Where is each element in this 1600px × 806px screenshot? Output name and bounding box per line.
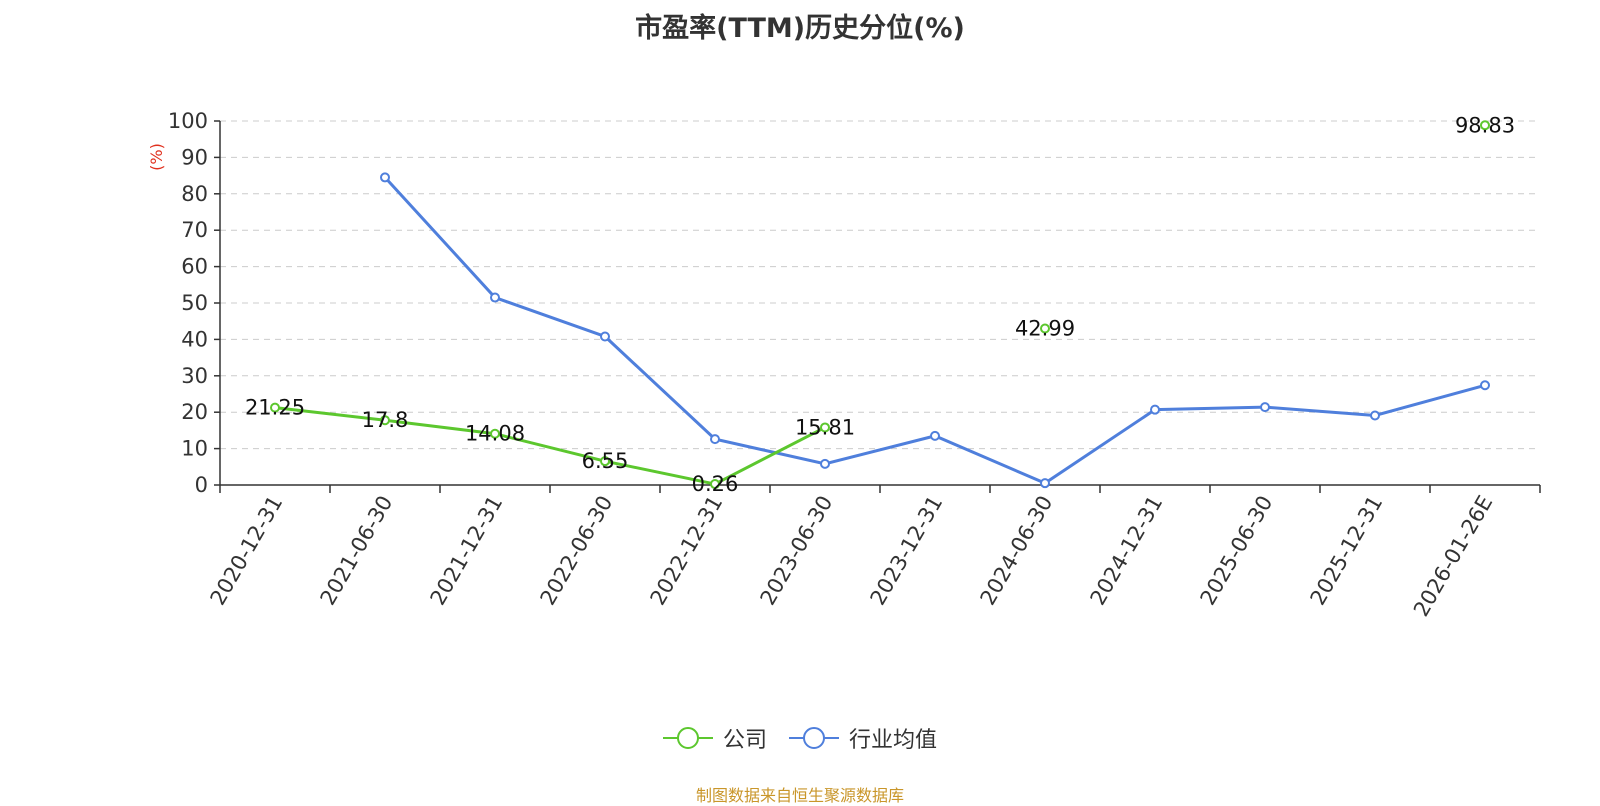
legend-swatch-industry (789, 727, 839, 749)
data-point-company (600, 456, 610, 467)
x-tick-label: 2026-01-26E (1409, 492, 1497, 621)
x-tick-label: 2024-06-30 (976, 492, 1058, 610)
y-tick-label: 0 (195, 473, 208, 497)
axes: 0 10 20 30 40 50 60 70 80 90 100(%) 2020-12-31 2021-… (147, 109, 1541, 621)
data-point-industry (1040, 478, 1050, 489)
x-tick-label: 2022-06-30 (536, 492, 618, 610)
x-tick-label: 2020-12-31 (206, 492, 288, 610)
x-tick-label: 2022-12-31 (646, 492, 728, 610)
data-point-company (270, 402, 280, 413)
x-tick-label: 2024-12-31 (1086, 492, 1168, 610)
chart-title: 市盈率(TTM)历史分位(%) (635, 13, 965, 44)
legend: 公司 行业均值 (0, 722, 1600, 754)
y-tick-label: 70 (181, 218, 208, 242)
series (270, 120, 1490, 490)
legend-swatch-company (662, 727, 713, 749)
data-point-company (1480, 120, 1490, 131)
data-point-industry (380, 172, 390, 183)
data-point-industry (490, 292, 500, 303)
data-point-industry (1150, 404, 1160, 415)
y-axis-label: (%) (147, 143, 166, 171)
data-point-company (820, 422, 830, 433)
x-tick-label: 2025-12-31 (1306, 492, 1388, 610)
y-tick-label: 30 (181, 364, 208, 388)
data-label-company: 15.81 (795, 415, 855, 439)
data-point-company (490, 428, 500, 439)
y-tick-label: 60 (181, 255, 208, 279)
y-tick-label: 20 (181, 400, 208, 424)
series-line-company (274, 406, 826, 486)
x-tick-label: 2021-06-30 (316, 492, 398, 610)
y-tick-label: 50 (181, 291, 208, 315)
data-label-company: 98.83 (1455, 113, 1515, 137)
data-label-company: 14.08 (465, 422, 525, 446)
data-point-industry (710, 434, 720, 445)
legend-label-industry: 行业均值 (849, 728, 938, 753)
data-point-industry (930, 430, 940, 441)
legend-item-industry[interactable]: 行业均值 (789, 722, 937, 754)
data-label-company: 17.8 (362, 408, 409, 432)
data-label-company: 42.99 (1015, 317, 1075, 341)
data-point-company (1040, 323, 1050, 334)
data-point-industry (1260, 402, 1270, 413)
data-point-company (380, 415, 390, 426)
data-label-company: 0.26 (692, 472, 739, 496)
x-tick-label: 2023-06-30 (756, 492, 838, 610)
legend-label-company: 公司 (722, 728, 767, 753)
legend-marker-company (676, 727, 699, 749)
x-tick-label: 2025-06-30 (1196, 492, 1278, 610)
y-tick-label: 40 (181, 327, 208, 351)
data-point-industry (1480, 380, 1490, 391)
data-point-industry (820, 458, 830, 469)
x-tick-label: 2021-12-31 (426, 492, 508, 610)
data-point-industry (1370, 410, 1380, 421)
source-note: 制图数据来自恒生聚源数据库 (695, 786, 904, 805)
data-label-company: 6.55 (582, 449, 629, 473)
legend-item-company[interactable]: 公司 (662, 722, 767, 754)
x-tick-label: 2023-12-31 (866, 492, 948, 610)
y-tick-label: 100 (168, 109, 208, 133)
y-tick-label: 10 (181, 437, 208, 461)
data-point-company (710, 479, 720, 490)
legend-marker-industry (803, 727, 825, 749)
data-label-company: 21.25 (245, 396, 305, 420)
data-point-industry (600, 331, 610, 342)
y-tick-label: 80 (181, 182, 208, 206)
grid-lines (220, 120, 1540, 450)
data-labels: 21.25 17.8 14.08 6.55 0.26 15.81 42.99 98.83 (245, 113, 1515, 496)
y-tick-label: 90 (181, 145, 208, 169)
